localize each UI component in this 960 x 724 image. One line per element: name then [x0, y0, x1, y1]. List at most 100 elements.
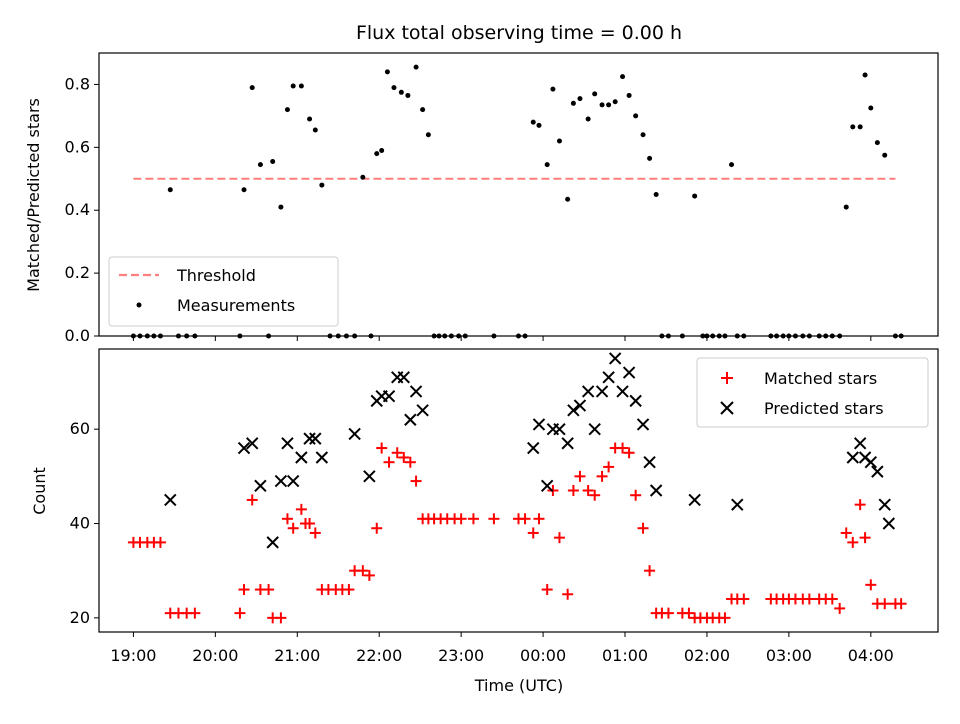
measurement-point	[729, 162, 735, 168]
matched-star-point	[488, 513, 500, 525]
top-x-tick-marks	[132, 336, 872, 341]
matched-star-point	[603, 461, 615, 473]
chart-title: Flux total observing time = 0.00 h	[356, 22, 682, 44]
matched-star-point	[596, 470, 608, 482]
bottom-x-tick-label: 02:00	[684, 646, 730, 665]
predicted-star-point	[595, 385, 609, 398]
measurement-point	[874, 140, 880, 146]
predicted-star-point	[629, 394, 642, 408]
predicted-star-point	[164, 493, 177, 507]
predicted-star-point	[540, 479, 554, 492]
predicted-star-point	[846, 451, 859, 464]
predicted-star-point	[602, 371, 615, 384]
predicted-star-point	[266, 536, 279, 549]
bottom-x-tick-label: 04:00	[848, 646, 894, 665]
predicted-star-point	[416, 404, 429, 417]
measurement-point	[868, 105, 874, 111]
top-plot-frame	[98, 52, 939, 337]
measurement-point	[413, 64, 419, 70]
measurement-point	[167, 187, 173, 193]
top-y-axis-label: Matched/Predicted stars	[24, 98, 43, 292]
predicted-star-points	[164, 352, 896, 549]
measurement-point	[241, 187, 247, 193]
measurement-point	[536, 122, 542, 128]
matched-star-point	[553, 532, 565, 544]
matched-star-point	[263, 584, 275, 596]
matched-star-point	[357, 565, 369, 577]
matched-star-point	[854, 499, 866, 511]
matched-star-point	[567, 485, 579, 496]
matched-star-point	[371, 522, 383, 534]
matched-star-point	[467, 513, 479, 525]
predicted-star-point	[348, 427, 361, 441]
matched-star-point	[617, 442, 629, 454]
measurement-point	[850, 124, 856, 130]
measurement-point	[577, 96, 583, 102]
predicted-star-point	[363, 470, 376, 483]
measurement-point	[249, 85, 255, 91]
measurement-point	[857, 124, 863, 130]
matched-star-point	[738, 593, 750, 605]
measurement-point	[270, 158, 276, 164]
predicted-star-point	[409, 385, 423, 398]
measurement-point	[570, 100, 576, 106]
predicted-star-point	[688, 493, 701, 507]
legend-predicted-swatch	[720, 401, 734, 415]
matched-star-point	[644, 565, 656, 577]
legend-predicted-label: Predicted stars	[764, 399, 884, 418]
predicted-star-point	[553, 422, 566, 436]
matched-star-point	[895, 598, 907, 610]
top-y-tick-label: 0.2	[65, 263, 90, 282]
measurement-point	[647, 155, 653, 161]
bottom-y-ticks: 20 40 60	[70, 419, 99, 627]
predicted-star-point	[581, 385, 595, 398]
measurement-point	[620, 74, 626, 80]
measurement-point	[257, 162, 263, 168]
bottom-legend-box	[696, 357, 929, 428]
predicted-star-point	[274, 474, 288, 488]
top-legend: Threshold Measurements	[108, 256, 339, 327]
predicted-star-point	[237, 441, 251, 455]
bottom-x-tick-label: 01:00	[602, 646, 648, 665]
predicted-star-point	[731, 498, 744, 511]
predicted-star-point	[573, 399, 587, 412]
measurement-point	[544, 162, 550, 168]
matched-star-point	[519, 513, 531, 525]
predicted-star-point	[567, 404, 580, 417]
matched-star-point	[562, 588, 574, 600]
matched-star-point	[343, 584, 355, 596]
matched-star-point	[398, 451, 410, 463]
predicted-star-point	[532, 418, 546, 431]
measurement-point	[278, 204, 284, 210]
legend-threshold-label: Threshold	[176, 266, 256, 285]
matched-star-point	[859, 532, 871, 544]
matched-star-point	[287, 522, 299, 534]
predicted-star-point	[286, 474, 300, 488]
predicted-star-point	[404, 413, 417, 426]
measurement-point	[633, 113, 639, 119]
measurement-point	[312, 127, 318, 133]
predicted-star-point	[246, 437, 259, 450]
predicted-star-point	[254, 479, 267, 492]
matched-star-point	[189, 607, 201, 619]
measurement-point	[420, 107, 426, 113]
matched-star-point	[238, 584, 250, 596]
top-y-tick-label: 0.4	[65, 200, 90, 219]
matched-star-point	[404, 456, 416, 468]
measurement-point	[384, 69, 390, 75]
legend-measurements-label: Measurements	[177, 296, 295, 315]
measurement-point	[862, 72, 868, 78]
measurement-point	[882, 152, 888, 158]
measurement-point	[425, 132, 431, 138]
bottom-x-ticks: 19:00 20:00 21:00 22:00 23:00 00:00 01:00 02:00…	[110, 632, 894, 665]
legend-matched-swatch	[721, 372, 733, 384]
matched-star-point	[847, 536, 859, 548]
top-legend-box	[108, 256, 339, 327]
legend-matched-label: Matched stars	[764, 369, 877, 388]
bottom-plot-frame	[98, 348, 939, 633]
predicted-star-point	[527, 441, 540, 455]
top-y-tick-label: 0.8	[65, 74, 90, 93]
matched-star-point	[295, 503, 307, 515]
bottom-y-axis-label: Count	[30, 467, 49, 515]
measurement-points	[130, 64, 904, 339]
